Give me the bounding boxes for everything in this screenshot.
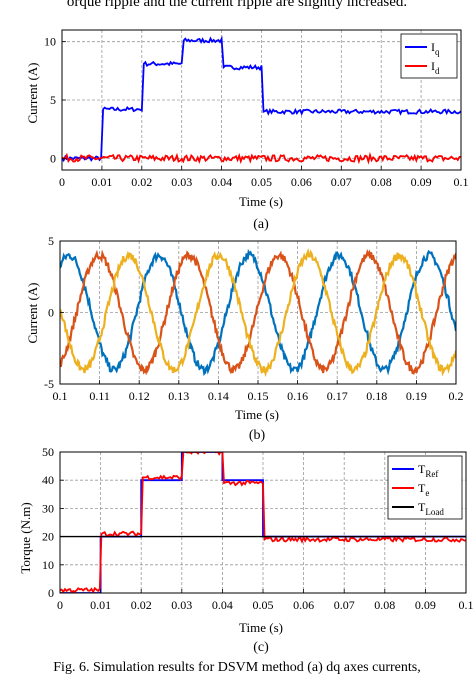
chart-c-xtick-label: 0.03 (171, 598, 192, 612)
chart-c-xlabel: Time (s) (239, 620, 283, 635)
chart-a-ylabel: Current (A) (25, 62, 40, 123)
chart-c-xtick-label: 0.05 (253, 598, 274, 612)
chart-b-ytick-label: -5 (44, 377, 54, 391)
chart-a-xtick-label: 0.02 (131, 175, 152, 189)
chart-a-ytick-label: 5 (50, 93, 56, 107)
chart-c-xtick-label: 0.04 (212, 598, 233, 612)
chart-c-ytick-label: 20 (42, 530, 54, 544)
chart-c-legend-label: TRef (418, 462, 438, 479)
chart-c-series-t-e (60, 452, 466, 593)
chart-c-ytick-label: 40 (42, 473, 54, 487)
chart-c-xtick-label: 0.06 (293, 598, 314, 612)
chart-a-xtick-label: 0.05 (251, 175, 272, 189)
chart-b-xtick-label: 0.12 (129, 389, 150, 403)
chart-c: Torque (N.m) Time (s) (c) 0 0.01 0.02 0.03 0… (18, 445, 474, 655)
chart-b-series-phase-2 (60, 248, 456, 376)
chart-a-series-i-q (62, 35, 461, 163)
chart-a-xtick-label: 0 (59, 175, 65, 189)
chart-a-grid (61, 30, 462, 170)
chart-a-xtick-label: 0.06 (291, 175, 312, 189)
chart-c-ytick-label: 0 (48, 586, 54, 600)
chart-b-ytick-label: 0 (48, 306, 54, 320)
chart-c-xtick-label: 0.02 (131, 598, 152, 612)
chart-a-xlabel: Time (s) (239, 194, 283, 209)
chart-c-xtick-label: 0 (57, 598, 63, 612)
chart-b-xtick-label: 0.2 (449, 389, 464, 403)
chart-a-legend-label: Id (431, 59, 440, 76)
chart-a-xtick-label: 0.01 (91, 175, 112, 189)
chart-b-plot-area (60, 247, 456, 378)
chart-a-plot-area (62, 35, 461, 165)
chart-a-legend: Iq Id (400, 33, 458, 79)
chart-c-xtick-label: 0.1 (459, 598, 474, 612)
chart-a-xtick-label: 0.03 (171, 175, 192, 189)
chart-c-xtick-label: 0.01 (90, 598, 111, 612)
chart-b-xtick-label: 0.16 (287, 389, 308, 403)
chart-a-ytick-label: 0 (50, 151, 56, 165)
top-text-line: orque ripple and the current ripple are … (66, 0, 408, 10)
chart-b-xtick-label: 0.18 (366, 389, 387, 403)
chart-a-xtick-label: 0.04 (211, 175, 232, 189)
chart-b-xtick-label: 0.1 (53, 389, 68, 403)
chart-b-ylabel: Current (A) (25, 282, 40, 343)
chart-b-xtick-label: 0.15 (248, 389, 269, 403)
chart-c-ytick-label: 50 (42, 445, 54, 459)
chart-c-plot-area (60, 452, 466, 593)
chart-b-xtick-label: 0.17 (327, 389, 348, 403)
chart-c-legend-box (387, 455, 463, 520)
chart-b-xtick-label: 0.19 (406, 389, 427, 403)
chart-a-legend-label: Iq (431, 40, 440, 57)
chart-b-xtick-label: 0.13 (168, 389, 189, 403)
chart-c-ytick-label: 30 (42, 501, 54, 515)
chart-a-panel-label: (a) (253, 217, 269, 232)
chart-b-series-phase-3 (60, 247, 456, 378)
chart-a-series-i-d (62, 151, 461, 165)
chart-b-xtick-label: 0.11 (89, 389, 110, 403)
chart-a-legend-box (400, 33, 458, 79)
chart-b: Current (A) Time (s) (b) 0.1 0.11 0.12 0.13… (25, 234, 464, 443)
chart-a: Current (A) Time (s) (a) 0 0.01 0.02 0.03 0.… (25, 29, 469, 232)
chart-b-ytick-label: 5 (48, 234, 54, 248)
chart-a-ytick-label: 10 (44, 35, 56, 49)
chart-c-ytick-label: 10 (42, 558, 54, 572)
chart-c-xtick-label: 0.07 (334, 598, 355, 612)
chart-a-xtick-label: 0.08 (371, 175, 392, 189)
chart-c-xtick-label: 0.09 (415, 598, 436, 612)
chart-a-xtick-label: 0.1 (454, 175, 469, 189)
chart-c-legend: TRef Te TLoad (387, 455, 463, 520)
chart-c-panel-label: (c) (253, 640, 269, 655)
chart-c-ylabel: Torque (N.m) (18, 502, 33, 573)
figure-caption: Fig. 6. Simulation results for DSVM meth… (53, 660, 421, 675)
chart-b-xtick-label: 0.14 (208, 389, 229, 403)
chart-a-xtick-label: 0.07 (331, 175, 352, 189)
chart-c-legend-label: TLoad (418, 500, 444, 517)
chart-b-xlabel: Time (s) (235, 407, 279, 422)
chart-c-legend-label: Te (418, 481, 429, 498)
chart-a-xtick-label: 0.09 (411, 175, 432, 189)
chart-c-xtick-label: 0.08 (374, 598, 395, 612)
chart-b-panel-label: (b) (249, 428, 266, 443)
chart-b-series-phase-1 (60, 248, 456, 376)
